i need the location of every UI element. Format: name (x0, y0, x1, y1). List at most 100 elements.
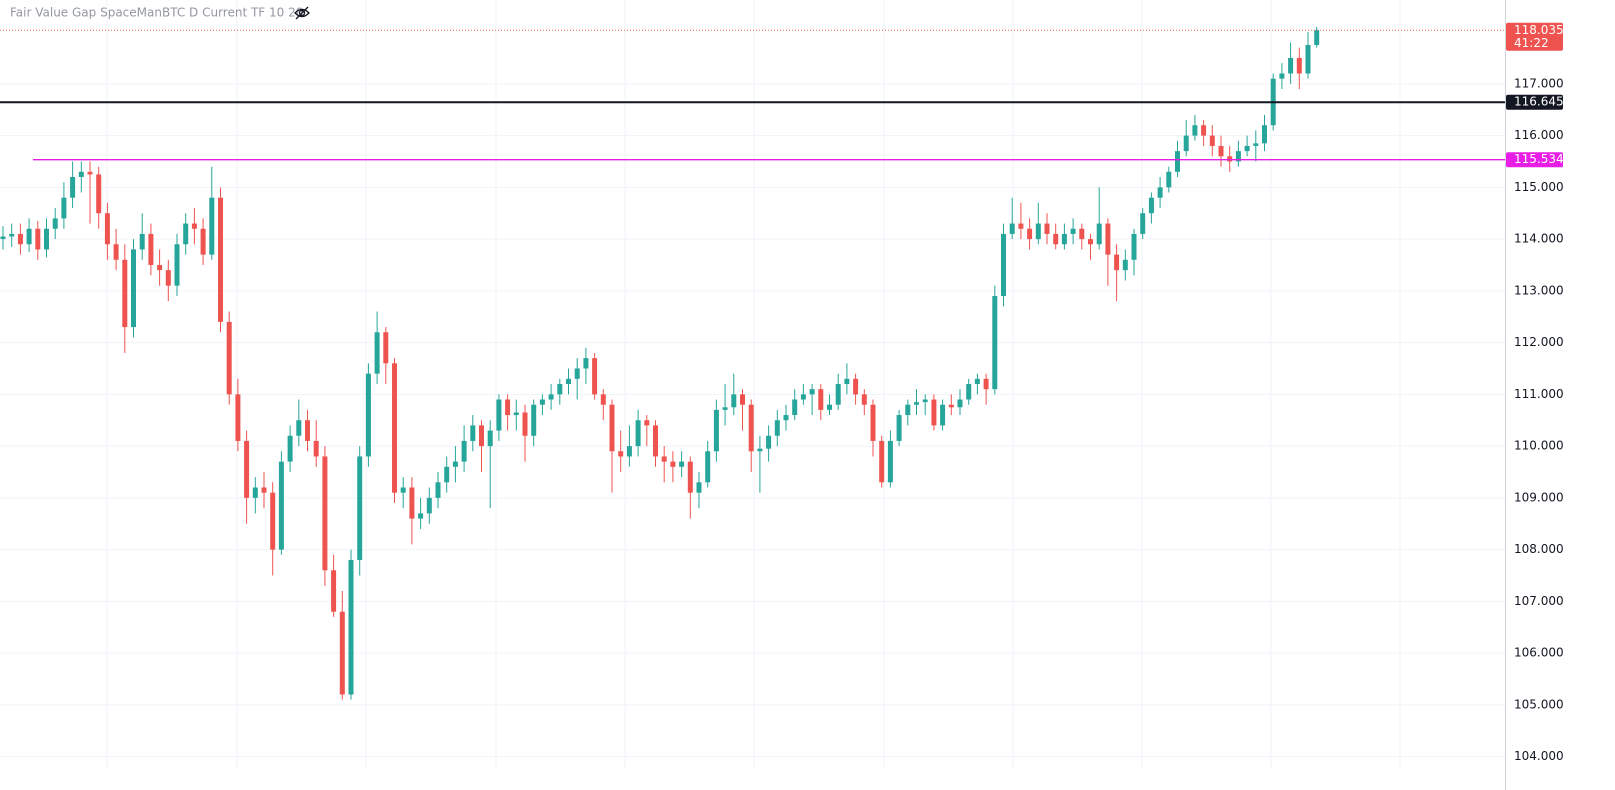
candle-body (191, 223, 197, 229)
candle-body (496, 399, 502, 431)
candle-body (600, 394, 606, 405)
y-tick-label: 112.000 (1514, 335, 1564, 349)
candle-body (400, 487, 406, 493)
candle-body (914, 402, 919, 405)
y-tick-label: 111.000 (1514, 387, 1564, 401)
candle-body (522, 412, 528, 436)
candle-body (696, 482, 702, 493)
candle-body (722, 407, 728, 410)
candle-body (1088, 239, 1093, 245)
candle-body (583, 358, 589, 369)
candle-body (687, 461, 693, 493)
candle-body (365, 373, 371, 457)
candle-body (331, 570, 337, 612)
candle-body (44, 228, 49, 250)
y-tick-label: 113.000 (1514, 283, 1564, 297)
candle-body (948, 404, 954, 408)
candle-body (244, 440, 250, 498)
candle-body (574, 368, 580, 379)
candle-body (1009, 223, 1015, 234)
candle-body (1140, 213, 1146, 234)
candle-body (661, 456, 667, 462)
candle-body (392, 363, 397, 493)
candle-body (209, 197, 215, 255)
candle-body (26, 228, 32, 245)
candle-body (479, 425, 484, 447)
candle-body (844, 378, 850, 384)
candle-body (566, 378, 571, 384)
candle-body (270, 492, 276, 550)
y-tick-label: 107.000 (1514, 594, 1564, 608)
candle-body (983, 378, 989, 390)
candle-body (1305, 45, 1311, 74)
visibility-icon[interactable] (294, 6, 310, 20)
candle-body (1218, 145, 1224, 157)
candle-body (1061, 233, 1067, 245)
candle-body (931, 399, 937, 426)
candle-body (966, 384, 972, 400)
candle-body (461, 440, 467, 462)
candle-body (383, 332, 389, 364)
candle-body (713, 409, 719, 452)
candle-body (96, 174, 102, 214)
candle-body (757, 448, 763, 452)
y-tick-label: 114.000 (1514, 232, 1564, 246)
candle-body (957, 399, 963, 408)
level-label: 116.645 (1514, 95, 1564, 109)
price-axis: 104.000 105.000 106.000 107.000 108.000 109.0… (1506, 22, 1564, 763)
candle-body (9, 233, 15, 237)
candle-body (774, 420, 780, 436)
candle-body (505, 399, 511, 416)
candle-body (0, 236, 6, 240)
candle-body (1253, 143, 1259, 146)
candle-body (548, 394, 554, 400)
level-label: 115.534 (1514, 152, 1564, 166)
candle-body (1001, 233, 1006, 297)
candle-body (1209, 135, 1215, 146)
y-tick-label: 106.000 (1514, 646, 1564, 660)
candle-body (905, 404, 911, 416)
level-label-box (1506, 152, 1563, 168)
candle-body (1148, 197, 1154, 214)
candle-body (740, 394, 745, 405)
candle-body (139, 233, 145, 250)
candle-body (296, 420, 302, 436)
candle-body (131, 249, 136, 328)
candle-body (261, 487, 267, 493)
candle-body (157, 264, 163, 271)
candle-body (218, 197, 223, 322)
candle-body (896, 415, 902, 441)
level-label-box (1506, 22, 1563, 51)
candle-body (792, 399, 798, 416)
candle-body (78, 171, 84, 177)
plot (0, 26, 1505, 700)
candle-body (592, 358, 598, 395)
candle-body (539, 399, 545, 405)
candle-body (322, 456, 328, 571)
candle-body (226, 321, 232, 395)
y-tick-label: 108.000 (1514, 542, 1564, 556)
candle-body (1244, 145, 1250, 152)
candle-body (609, 404, 615, 452)
candle-body (339, 611, 345, 695)
candle-body (887, 440, 893, 483)
candle-body (357, 456, 363, 560)
candle-body (287, 435, 293, 462)
candle-body (87, 171, 93, 175)
candle-body (1122, 259, 1128, 271)
candle-body (644, 420, 650, 426)
chart-title: Fair Value Gap SpaceManBTC D Current TF … (10, 6, 303, 20)
candle-body (1105, 223, 1111, 255)
candle-body (1262, 125, 1267, 144)
candle-body (853, 378, 859, 395)
candle-body (418, 513, 424, 519)
candle-body (1044, 223, 1050, 234)
candle-body (827, 404, 832, 410)
candle-body (766, 435, 772, 449)
candle-body (17, 233, 23, 245)
candle-body (122, 259, 128, 328)
candle-body (1131, 233, 1137, 260)
candle-body (1192, 125, 1198, 136)
